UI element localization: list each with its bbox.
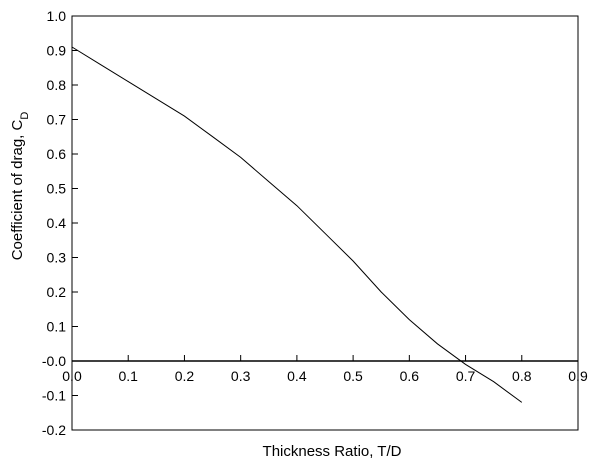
y-tick-label: 0.4 [47,215,67,231]
y-axis-title-subscript: D [19,112,31,120]
y-tick-label: 0.7 [47,112,67,128]
x-tick-label: 0.4 [287,368,307,384]
y-tick-label: -0.1 [42,388,66,404]
y-axis-title-main: Coefficient of drag, C [9,119,26,260]
y-tick-label: 1.0 [47,8,67,24]
x-tick-label: 0.5 [343,368,363,384]
y-tick-label: 0.5 [47,181,67,197]
y-tick-label: 0.1 [47,319,67,335]
y-axis-ticks: -0.2 -0.1 -0.0 0.1 0.2 0.3 0.4 0.5 0.6 0.7 0.8 0.9 1… [42,8,78,438]
x-axis-ticks: 0.0 0.1 0.2 0.3 0.4 0.5 0.6 0.7 0.8 0.9 [62,355,588,384]
y-tick-label: 0.9 [47,43,67,59]
x-tick-label: 0.6 [400,368,420,384]
y-tick-label: -0.0 [42,353,66,369]
x-tick-label: 0.1 [118,368,138,384]
x-axis-title: Thickness Ratio, T/D [263,443,402,460]
y-tick-label: 0.6 [47,146,67,162]
y-tick-label: 0.3 [47,250,67,266]
x-tick-label: 0.2 [175,368,195,384]
y-tick-label: 0.2 [47,284,67,300]
plot-frame [71,15,579,431]
y-tick-label: 0.8 [47,77,67,93]
y-axis-title: Coefficient of drag, CD [9,112,31,261]
data-series-line [71,46,523,403]
y-tick-label: -0.2 [42,422,66,438]
x-tick-label: 0.3 [231,368,251,384]
x-tick-label: 0.8 [512,368,532,384]
x-tick-label: 0.7 [456,368,476,384]
